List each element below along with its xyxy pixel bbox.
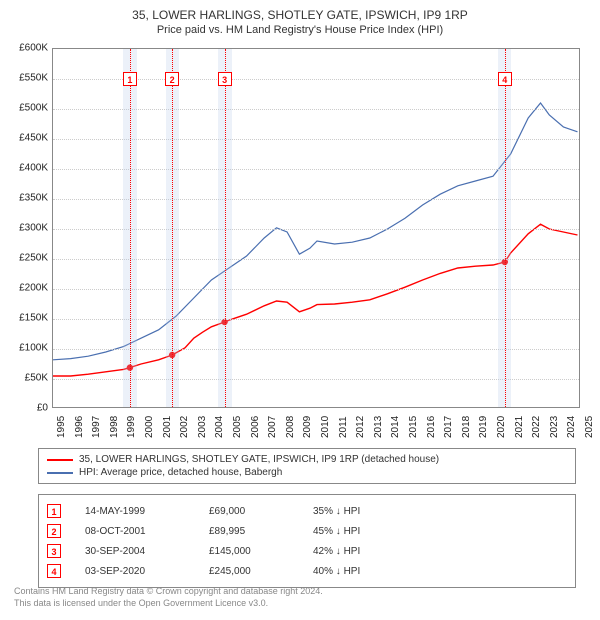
xtick-label: 2016	[426, 416, 437, 438]
legend-label: 35, LOWER HARLINGS, SHOTLEY GATE, IPSWIC…	[79, 454, 439, 465]
event-date: 03-SEP-2020	[85, 566, 185, 577]
event-delta: 40% ↓ HPI	[313, 566, 413, 577]
event-num: 2	[47, 524, 61, 538]
ytick-label: £300K	[0, 223, 48, 234]
event-vline	[172, 49, 173, 407]
legend-row: HPI: Average price, detached house, Babe…	[47, 466, 567, 479]
xtick-label: 2018	[461, 416, 472, 438]
xtick-label: 2010	[320, 416, 331, 438]
chart-subtitle: Price paid vs. HM Land Registry's House …	[0, 22, 600, 36]
event-vline	[505, 49, 506, 407]
xtick-label: 2012	[355, 416, 366, 438]
event-row: 2 08-OCT-2001 £89,995 45% ↓ HPI	[47, 521, 567, 541]
xtick-label: 2025	[584, 416, 595, 438]
xtick-label: 2008	[285, 416, 296, 438]
ytick-label: £350K	[0, 193, 48, 204]
event-row: 3 30-SEP-2004 £145,000 42% ↓ HPI	[47, 541, 567, 561]
event-price: £69,000	[209, 506, 289, 517]
xtick-label: 2000	[144, 416, 155, 438]
xtick-label: 2021	[514, 416, 525, 438]
event-number-box: 1	[123, 72, 137, 86]
legend-row: 35, LOWER HARLINGS, SHOTLEY GATE, IPSWIC…	[47, 453, 567, 466]
legend-swatch	[47, 472, 73, 474]
ytick-label: £250K	[0, 253, 48, 264]
event-num: 4	[47, 564, 61, 578]
xtick-label: 2002	[179, 416, 190, 438]
xtick-label: 2024	[566, 416, 577, 438]
xtick-label: 2001	[162, 416, 173, 438]
event-price: £145,000	[209, 546, 289, 557]
event-date: 14-MAY-1999	[85, 506, 185, 517]
xtick-label: 2022	[531, 416, 542, 438]
xtick-label: 2017	[443, 416, 454, 438]
ytick-label: £150K	[0, 313, 48, 324]
event-date: 08-OCT-2001	[85, 526, 185, 537]
ytick-label: £100K	[0, 343, 48, 354]
event-row: 1 14-MAY-1999 £69,000 35% ↓ HPI	[47, 501, 567, 521]
event-delta: 45% ↓ HPI	[313, 526, 413, 537]
xtick-label: 2019	[478, 416, 489, 438]
ytick-label: £600K	[0, 43, 48, 54]
event-number-box: 3	[218, 72, 232, 86]
event-vline	[225, 49, 226, 407]
event-price: £245,000	[209, 566, 289, 577]
ytick-label: £500K	[0, 103, 48, 114]
xtick-label: 1995	[56, 416, 67, 438]
legend-label: HPI: Average price, detached house, Babe…	[79, 467, 282, 478]
legend-swatch	[47, 459, 73, 461]
ytick-label: £0	[0, 403, 48, 414]
xtick-label: 2023	[549, 416, 560, 438]
ytick-label: £550K	[0, 73, 48, 84]
xtick-label: 2007	[267, 416, 278, 438]
xtick-label: 1997	[91, 416, 102, 438]
xtick-label: 1999	[126, 416, 137, 438]
xtick-label: 2005	[232, 416, 243, 438]
ytick-label: £50K	[0, 373, 48, 384]
xtick-label: 2013	[373, 416, 384, 438]
xtick-label: 2004	[214, 416, 225, 438]
event-price: £89,995	[209, 526, 289, 537]
event-num: 1	[47, 504, 61, 518]
ytick-label: £400K	[0, 163, 48, 174]
xtick-label: 2003	[197, 416, 208, 438]
xtick-label: 2011	[338, 416, 349, 438]
events-table: 1 14-MAY-1999 £69,000 35% ↓ HPI 2 08-OCT-2001…	[38, 494, 576, 588]
event-num: 3	[47, 544, 61, 558]
xtick-label: 2006	[250, 416, 261, 438]
event-number-box: 4	[498, 72, 512, 86]
xtick-label: 2015	[408, 416, 419, 438]
footer-attribution: Contains HM Land Registry data © Crown c…	[14, 586, 323, 609]
event-number-box: 2	[165, 72, 179, 86]
xtick-label: 2009	[302, 416, 313, 438]
chart-plot-area: 1 2 3 4	[52, 48, 580, 408]
xtick-label: 1996	[74, 416, 85, 438]
footer-line2: This data is licensed under the Open Gov…	[14, 598, 323, 610]
xtick-label: 2020	[496, 416, 507, 438]
event-delta: 35% ↓ HPI	[313, 506, 413, 517]
footer-line1: Contains HM Land Registry data © Crown c…	[14, 586, 323, 598]
event-row: 4 03-SEP-2020 £245,000 40% ↓ HPI	[47, 561, 567, 581]
event-vline	[130, 49, 131, 407]
xtick-label: 2014	[390, 416, 401, 438]
legend-box: 35, LOWER HARLINGS, SHOTLEY GATE, IPSWIC…	[38, 448, 576, 484]
event-delta: 42% ↓ HPI	[313, 546, 413, 557]
ytick-label: £200K	[0, 283, 48, 294]
xtick-label: 1998	[109, 416, 120, 438]
event-date: 30-SEP-2004	[85, 546, 185, 557]
chart-title: 35, LOWER HARLINGS, SHOTLEY GATE, IPSWIC…	[0, 0, 600, 22]
ytick-label: £450K	[0, 133, 48, 144]
